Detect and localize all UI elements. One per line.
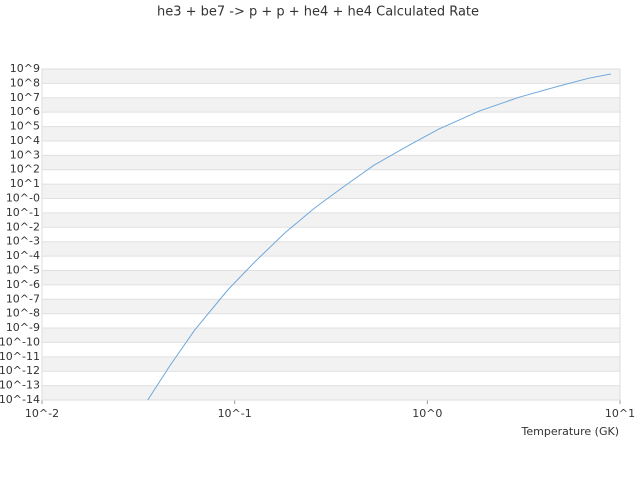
- grid-band: [42, 328, 620, 343]
- grid-band: [42, 155, 620, 170]
- y-tick-label: 10^-7: [6, 292, 40, 305]
- x-tick-label: 10^-1: [218, 407, 252, 420]
- y-tick-label: 10^-3: [6, 235, 40, 248]
- y-tick-label: 10^-14: [0, 393, 40, 406]
- grid-band: [42, 385, 620, 400]
- grid-band: [42, 97, 620, 113]
- y-tick-label: 10^1: [10, 177, 40, 190]
- grid-band: [42, 299, 620, 314]
- y-tick-label: 10^-8: [6, 307, 40, 320]
- chart-title: he3 + be7 -> p + p + he4 + he4 Calculate…: [157, 5, 479, 20]
- y-tick-label: 10^-0: [6, 192, 40, 205]
- y-tick-label: 10^6: [10, 105, 40, 118]
- y-tick-label: 10^-2: [6, 220, 40, 233]
- y-tick-label: 10^-4: [6, 249, 40, 262]
- plot-background: [42, 68, 620, 401]
- y-tick-label: 10^-12: [0, 364, 40, 377]
- x-tick-label: 10^1: [605, 407, 635, 420]
- x-tick-label: 10^-2: [25, 407, 59, 420]
- y-tick-label: 10^-10: [0, 335, 40, 348]
- y-tick-label: 10^-5: [6, 263, 40, 276]
- y-tick-label: 10^-1: [6, 206, 40, 219]
- y-tick-label: 10^3: [10, 148, 40, 161]
- y-tick-label: 10^-11: [0, 350, 40, 363]
- y-tick-label: 10^5: [10, 120, 40, 133]
- y-tick-label: 10^-6: [6, 278, 40, 291]
- y-tick-label: 10^8: [10, 76, 40, 89]
- data-line: [147, 73, 611, 401]
- y-tick-label: 10^7: [10, 91, 40, 104]
- grid-band: [42, 184, 620, 199]
- y-tick-label: 10^2: [10, 163, 40, 176]
- grid-band: [42, 126, 620, 141]
- y-tick-label: 10^4: [10, 134, 40, 147]
- x-tick-label: 10^0: [412, 407, 442, 420]
- grid-band: [42, 270, 620, 285]
- grid-band: [42, 212, 620, 228]
- y-tick-label: 10^-9: [6, 321, 40, 334]
- grid-band: [42, 69, 620, 84]
- y-tick-label: 10^-13: [0, 379, 40, 392]
- x-axis-label: Temperature (GK): [521, 425, 620, 438]
- plot-frame: [41, 68, 621, 401]
- y-tick-label: 10^9: [10, 62, 40, 75]
- grid-band: [42, 241, 620, 257]
- grid-band: [42, 356, 620, 372]
